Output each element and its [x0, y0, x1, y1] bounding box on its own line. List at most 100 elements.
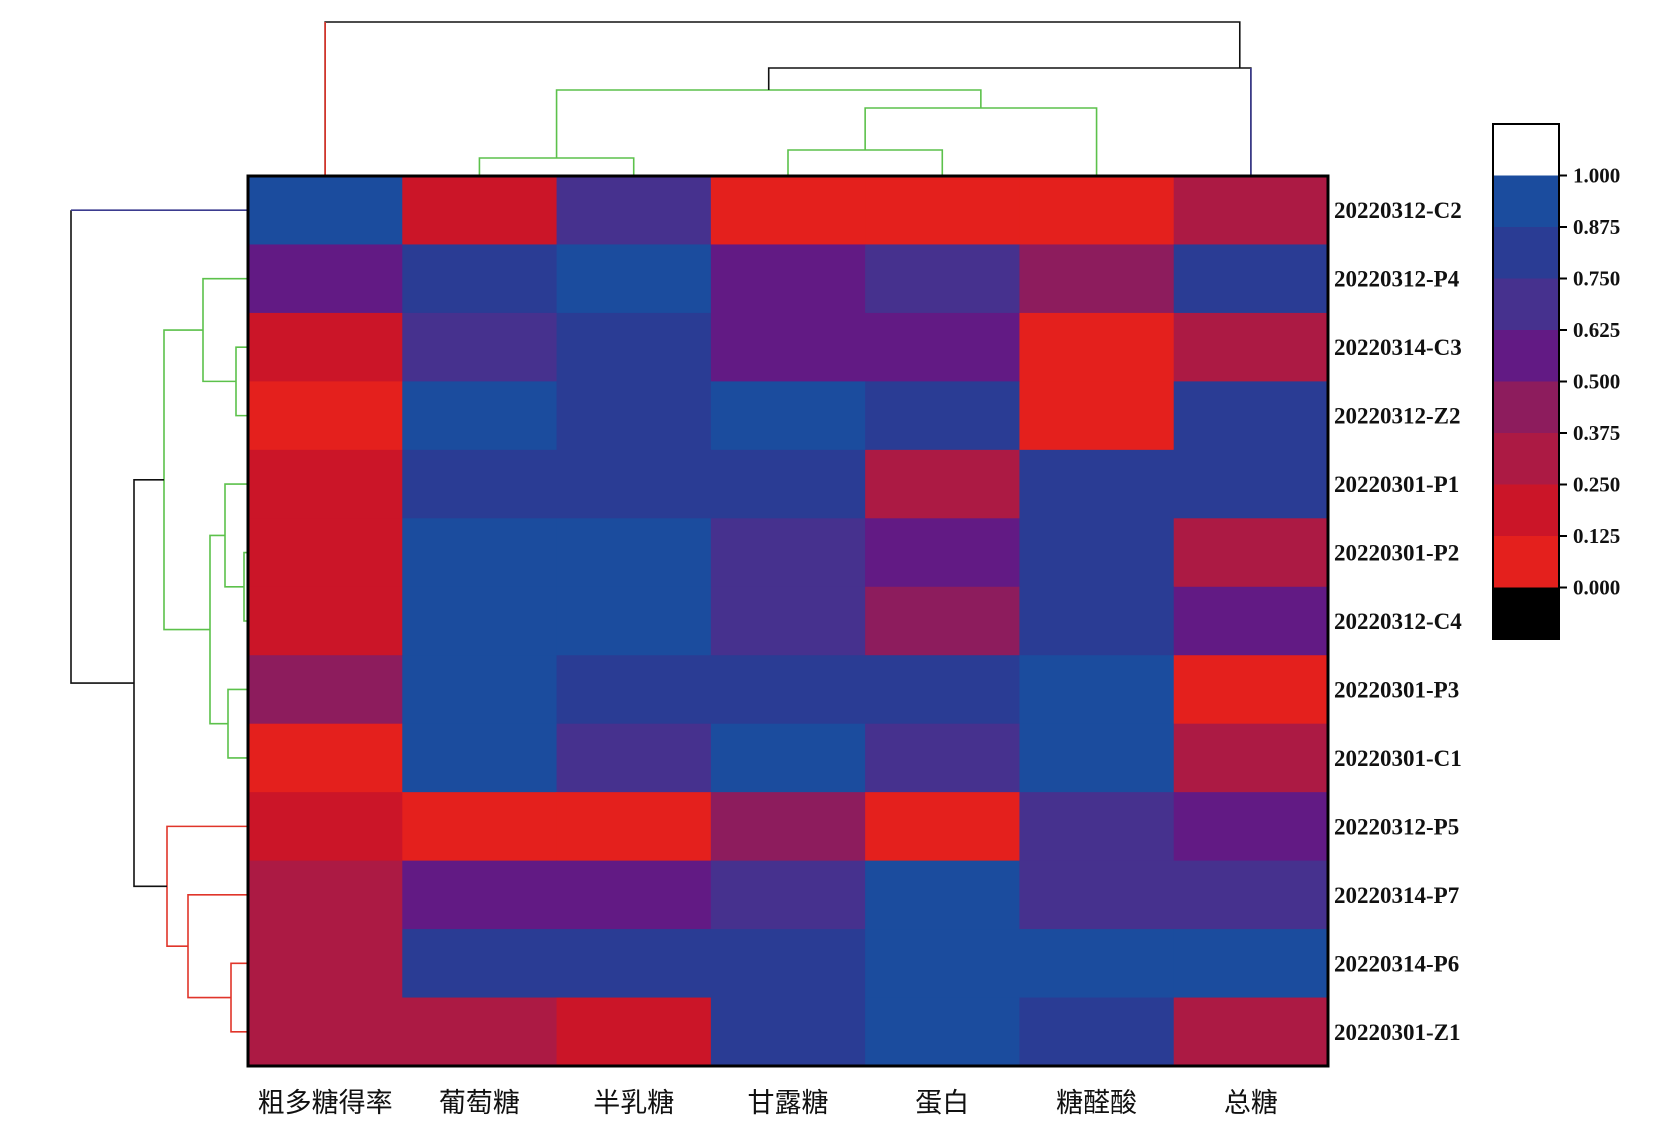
heatmap-cell: [1019, 518, 1175, 588]
heatmap-cell: [402, 381, 558, 451]
dendrogram-branch: [70, 210, 134, 684]
color-scale-swatch: [1493, 484, 1559, 537]
heatmap-cell: [1019, 381, 1175, 451]
row-label: 20220314-P7: [1334, 883, 1459, 908]
dendrogram-branch: [324, 21, 1241, 176]
dendrogram-branch: [166, 825, 248, 947]
heatmap-cell: [556, 518, 712, 588]
heatmap-cell: [1173, 860, 1329, 930]
heatmap-cell: [1173, 723, 1329, 793]
heatmap-cell: [556, 312, 712, 382]
heatmap-cells: [248, 176, 1329, 1067]
heatmap-cell: [402, 655, 558, 725]
color-scale-swatch: [1493, 278, 1559, 331]
heatmap-cell: [865, 860, 1021, 930]
heatmap-cell: [556, 586, 712, 656]
column-label: 甘露糖: [748, 1088, 829, 1119]
heatmap-cell: [248, 792, 403, 862]
heatmap-cell: [402, 997, 558, 1067]
heatmap-cell: [710, 723, 866, 793]
heatmap-cell: [1173, 312, 1329, 382]
dendrogram-branch: [133, 478, 167, 888]
heatmap-cell: [556, 244, 712, 314]
heatmap-cell: [710, 518, 866, 588]
color-scale-swatch: [1493, 124, 1559, 176]
heatmap-cell: [1019, 449, 1175, 519]
row-label: 20220314-C3: [1334, 335, 1462, 360]
heatmap-cell: [248, 997, 403, 1067]
heatmap-cell: [248, 929, 403, 999]
heatmap-cell: [1019, 723, 1175, 793]
heatmap-cell: [1173, 586, 1329, 656]
heatmap-cell: [1019, 244, 1175, 314]
heatmap-cell: [1173, 518, 1329, 588]
row-dendrogram: [70, 209, 248, 1033]
heatmap-cell: [556, 792, 712, 862]
heatmap-cell: [402, 449, 558, 519]
heatmap-frame: [246, 174, 1330, 1068]
heatmap-cell: [1173, 655, 1329, 725]
heatmap-cell: [556, 176, 712, 246]
color-scale-swatch: [1493, 536, 1559, 588]
heatmap-cell: [710, 860, 866, 930]
heatmap-cell: [402, 860, 558, 930]
heatmap-cell: [1173, 449, 1329, 519]
color-scale-swatch: [1493, 433, 1559, 485]
heatmap-cell: [556, 723, 712, 793]
row-label: 20220312-C2: [1334, 198, 1462, 223]
heatmap-cell: [556, 860, 712, 930]
heatmap-cell: [865, 586, 1021, 656]
color-scale-swatch: [1493, 381, 1559, 434]
color-scale-swatch: [1493, 175, 1559, 228]
row-label: 20220301-C1: [1334, 746, 1462, 771]
heatmap-cell: [248, 586, 403, 656]
row-label: 20220312-P4: [1334, 267, 1460, 292]
heatmap-cell: [248, 518, 403, 588]
column-label: 糖醛酸: [1056, 1088, 1137, 1119]
heatmap-cell: [1173, 997, 1329, 1067]
row-label: 20220301-P1: [1334, 472, 1459, 497]
heatmap-cell: [1173, 176, 1329, 246]
dendrogram-branch: [864, 107, 1098, 176]
heatmap-cell: [248, 312, 403, 382]
heatmap-cell: [865, 518, 1021, 588]
dendrogram-branch: [235, 346, 248, 417]
color-scale-tick-label: 0.500: [1573, 370, 1620, 394]
column-labels: 粗多糖得率 葡萄糖 半乳糖 甘露糖 蛋白 糖醛酸 总糖: [258, 1088, 1278, 1119]
column-label: 半乳糖: [593, 1088, 674, 1119]
color-scale-swatch: [1493, 227, 1559, 279]
heatmap-cell: [556, 381, 712, 451]
heatmap-cell: [1173, 929, 1329, 999]
heatmap-cell: [710, 312, 866, 382]
heatmap-cell: [402, 176, 558, 246]
color-scale-tick-label: 0.000: [1573, 576, 1620, 600]
row-label: 20220312-Z2: [1334, 404, 1461, 429]
row-label: 20220301-P3: [1334, 677, 1459, 702]
heatmap-cell: [865, 723, 1021, 793]
heatmap-cell: [248, 723, 403, 793]
dendrogram-branch: [202, 277, 248, 383]
row-label: 20220301-P2: [1334, 541, 1459, 566]
color-scale-tick-label: 0.375: [1573, 421, 1620, 445]
heatmap-cell: [1019, 997, 1175, 1067]
row-labels: 20220312-C2 20220312-P4 20220314-C3 2022031…: [1334, 198, 1462, 1045]
color-scale-tick-label: 0.250: [1573, 473, 1620, 497]
heatmap-cell: [402, 586, 558, 656]
heatmap-cell: [865, 176, 1021, 246]
heatmap-cell: [556, 997, 712, 1067]
heatmap-cell: [710, 929, 866, 999]
row-label: 20220312-C4: [1334, 609, 1462, 634]
heatmap-cell: [710, 449, 866, 519]
heatmap-cell: [248, 244, 403, 314]
heatmap-cell: [710, 997, 866, 1067]
heatmap-cell: [248, 176, 403, 246]
heatmap-cell: [710, 586, 866, 656]
heatmap-cell: [402, 792, 558, 862]
heatmap-cell: [710, 792, 866, 862]
color-scale-tick-label: 0.875: [1573, 215, 1620, 239]
heatmap-cell: [248, 449, 403, 519]
dendrogram-branch: [230, 962, 248, 1033]
column-label: 总糖: [1224, 1088, 1278, 1119]
heatmap-cell: [556, 449, 712, 519]
